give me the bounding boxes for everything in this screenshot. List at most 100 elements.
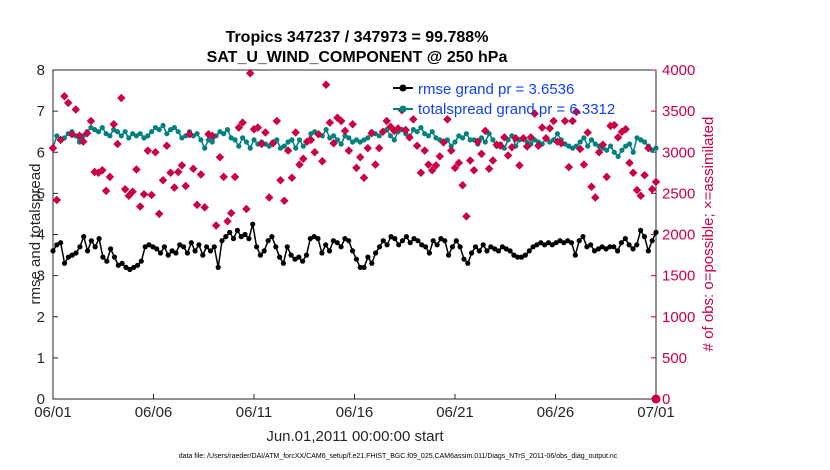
rmse-point [411, 236, 417, 242]
totalspread-point [285, 139, 291, 145]
rmse-point [207, 248, 214, 254]
y-left-tick-label: 5 [37, 185, 45, 202]
y-left-tick-label: 6 [37, 144, 45, 161]
rmse-point [257, 252, 263, 258]
rmse-point [522, 252, 529, 258]
obs-count-marker [412, 141, 422, 150]
obs-count-marker [431, 161, 441, 170]
obs-count-marker [177, 161, 187, 170]
rmse-point [426, 250, 432, 256]
series--obs-possible [48, 69, 661, 230]
obs-count-marker [147, 190, 156, 200]
totalspread-point [623, 143, 629, 149]
rmse-point [630, 246, 636, 252]
totalspread-point [202, 145, 208, 151]
totalspread-point [577, 139, 583, 145]
totalspread-point [467, 137, 473, 143]
totalspread-point [619, 147, 625, 153]
y-right-tick-label: 2500 [662, 185, 695, 202]
rmse-point [211, 244, 217, 250]
totalspread-point [391, 137, 397, 143]
totalspread-point [175, 129, 181, 135]
rmse-point [607, 244, 613, 250]
totalspread-point [122, 129, 128, 135]
rmse-point [476, 248, 482, 254]
rmse-point [526, 248, 532, 254]
obs-count-marker [132, 165, 141, 174]
obs-count-marker [234, 123, 244, 132]
obs-count-marker [280, 196, 289, 206]
rmse-point [534, 242, 540, 248]
obs-count-marker [272, 116, 282, 126]
obs-count-marker [173, 167, 183, 177]
obs-count-marker [242, 204, 251, 214]
totalspread-point [205, 137, 212, 143]
totalspread-point [103, 131, 109, 137]
obs-count-marker [189, 164, 198, 173]
totalspread-point [251, 137, 257, 143]
rmse-point [361, 264, 367, 270]
rmse-point [181, 244, 187, 250]
obs-count-marker [488, 156, 498, 165]
rmse-point [85, 248, 91, 254]
totalspread-point [179, 135, 185, 141]
totalspread-point [429, 129, 435, 135]
rmse-point [399, 238, 406, 244]
rmse-point [111, 254, 118, 260]
totalspread-point [638, 137, 644, 143]
totalspread-point [338, 141, 344, 147]
obs-count-marker [401, 125, 410, 135]
rmse-point [284, 244, 290, 250]
totalspread-point [327, 135, 333, 141]
x-tick-label: 07/01 [637, 404, 675, 421]
rmse-point [88, 238, 94, 244]
obs-count-marker [424, 160, 433, 169]
y-right-tick-label: 2000 [662, 227, 695, 244]
rmse-point [242, 231, 248, 238]
obs-count-marker [117, 93, 126, 103]
obs-count-marker [503, 151, 513, 160]
rmse-point [81, 234, 87, 240]
rmse-point [119, 260, 125, 266]
totalspread-point [289, 137, 295, 143]
obs-count-marker [105, 172, 115, 182]
rmse-point [495, 248, 502, 254]
x-tick-label: 06/16 [336, 404, 374, 421]
totalspread-point [414, 129, 420, 135]
rmse-point [595, 246, 602, 252]
totalspread-point [274, 137, 280, 143]
legend-rmse-marker [399, 84, 407, 92]
rmse-point [150, 244, 156, 250]
rmse-point [326, 248, 333, 254]
rmse-point [357, 264, 363, 270]
totalspread-point [130, 131, 136, 137]
rmse-point [653, 229, 659, 235]
totalspread-point [164, 131, 170, 137]
obs-count-marker [257, 139, 266, 149]
rmse-point [338, 244, 344, 250]
rmse-point [365, 254, 371, 260]
totalspread-point [171, 125, 177, 131]
totalspread-point [482, 139, 488, 145]
totalspread-point [425, 133, 432, 139]
obs-count-marker [162, 141, 172, 150]
rmse-point [649, 238, 655, 244]
obs-count-marker [291, 128, 300, 137]
totalspread-point [247, 145, 253, 151]
totalspread-point [642, 139, 648, 145]
rmse-point [515, 254, 521, 260]
y-axis-label-left: rmse and totalspread [27, 164, 44, 305]
rmse-point [146, 242, 152, 248]
rmse-point [353, 256, 359, 262]
rmse-point [134, 262, 141, 268]
rmse-point [346, 238, 352, 244]
obs-count-marker [170, 183, 179, 192]
obs-count-marker [507, 143, 517, 152]
obs-count-marker [321, 80, 331, 90]
rmse-point [219, 238, 225, 244]
totalspread-point [653, 145, 659, 151]
rmse-point [192, 248, 198, 254]
totalspread-point [209, 139, 215, 145]
y-right-tick-label: 0 [662, 391, 670, 408]
obs-count-marker [215, 152, 225, 162]
